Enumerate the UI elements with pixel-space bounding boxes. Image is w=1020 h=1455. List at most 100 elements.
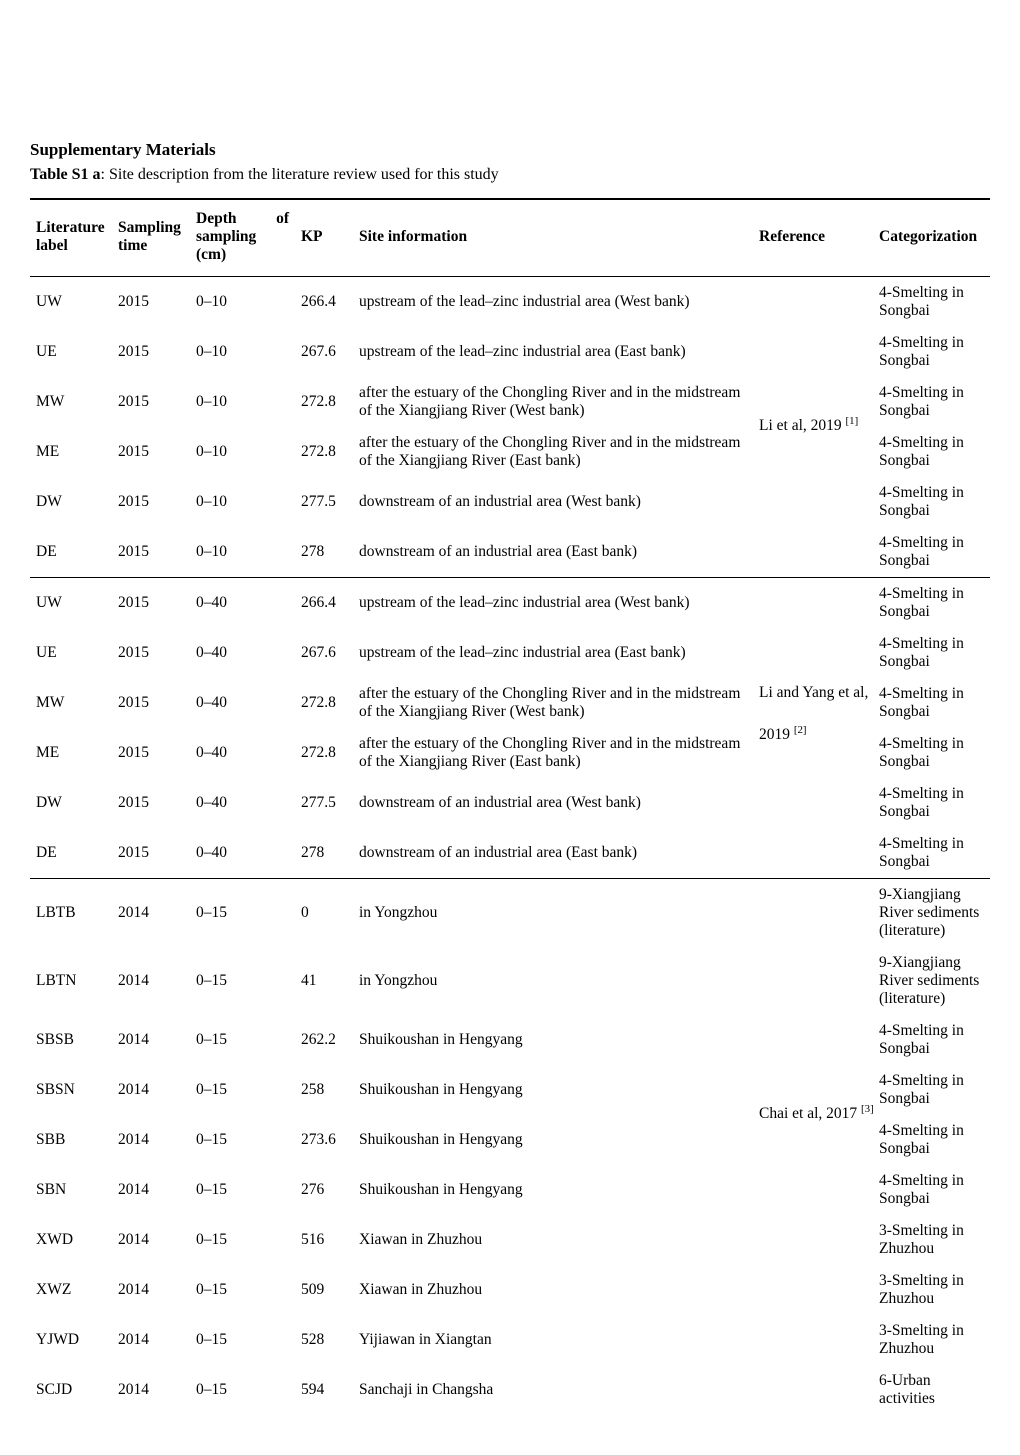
cell-cat: 4-Smelting in Songbai (873, 527, 990, 578)
cell-depth: 0–15 (190, 1365, 295, 1415)
cell-samp: 2015 (112, 377, 190, 427)
cell-ref (753, 578, 873, 629)
cell-kp: 277.5 (295, 477, 353, 527)
cell-cat: 4-Smelting in Songbai (873, 828, 990, 879)
cell-lit: UW (30, 277, 112, 328)
cell-site: after the estuary of the Chongling River… (353, 728, 753, 778)
table-row: XWZ 2014 0–15 509 Xiawan in Zhuzhou 3-Sm… (30, 1265, 990, 1315)
cell-samp: 2014 (112, 879, 190, 948)
cell-cat: 4-Smelting in Songbai (873, 1165, 990, 1215)
cell-depth: 0–15 (190, 947, 295, 1015)
cell-depth: 0–10 (190, 527, 295, 578)
cell-lit: XWZ (30, 1265, 112, 1315)
cell-ref: Li et al, 2019 [1] (753, 427, 873, 477)
table-row: ME 2015 0–40 272.8 after the estuary of … (30, 728, 990, 778)
table-row: XWD 2014 0–15 516 Xiawan in Zhuzhou 3-Sm… (30, 1215, 990, 1265)
cell-kp: 277.5 (295, 778, 353, 828)
cell-kp: 267.6 (295, 327, 353, 377)
cell-kp: 272.8 (295, 427, 353, 477)
cell-lit: DW (30, 477, 112, 527)
cell-cat: 9-Xiangjiang River sediments (literature… (873, 947, 990, 1015)
cell-depth: 0–15 (190, 1065, 295, 1115)
cell-site: Shuikoushan in Hengyang (353, 1015, 753, 1065)
col-depth-word3: sampling (cm) (196, 228, 289, 264)
cell-depth: 0–15 (190, 879, 295, 948)
cell-lit: YJWD (30, 1315, 112, 1365)
cell-depth: 0–10 (190, 377, 295, 427)
cell-samp: 2015 (112, 527, 190, 578)
cell-ref (753, 628, 873, 678)
cell-depth: 0–15 (190, 1015, 295, 1065)
cell-depth: 0–10 (190, 277, 295, 328)
cell-site: Shuikoushan in Hengyang (353, 1115, 753, 1165)
ref3-sup: [3] (861, 1103, 874, 1115)
cell-depth: 0–40 (190, 778, 295, 828)
cell-kp: 509 (295, 1265, 353, 1315)
cell-samp: 2015 (112, 578, 190, 629)
cell-site: upstream of the lead–zinc industrial are… (353, 327, 753, 377)
cell-lit: ME (30, 427, 112, 477)
cell-kp: 516 (295, 1215, 353, 1265)
table-caption-label: Table S1 a (30, 166, 101, 183)
cell-site: after the estuary of the Chongling River… (353, 377, 753, 427)
cell-site: upstream of the lead–zinc industrial are… (353, 277, 753, 328)
cell-ref (753, 1015, 873, 1065)
site-description-table: Literature label Sampling time Depth of … (30, 198, 990, 1415)
cell-depth: 0–10 (190, 477, 295, 527)
cell-depth: 0–40 (190, 828, 295, 879)
cell-site: after the estuary of the Chongling River… (353, 427, 753, 477)
col-sampling: Sampling time (112, 199, 190, 277)
cell-depth: 0–10 (190, 427, 295, 477)
cell-ref (753, 1315, 873, 1365)
cell-site: after the estuary of the Chongling River… (353, 678, 753, 728)
cell-lit: UE (30, 628, 112, 678)
cell-kp: 258 (295, 1065, 353, 1115)
cell-ref (753, 527, 873, 578)
table-caption-rest: : Site description from the literature r… (101, 166, 499, 183)
cell-samp: 2015 (112, 628, 190, 678)
cell-cat: 4-Smelting in Songbai (873, 1065, 990, 1115)
cell-site: downstream of an industrial area (West b… (353, 778, 753, 828)
cell-site: Xiawan in Zhuzhou (353, 1265, 753, 1315)
cell-ref: Li and Yang et al, (753, 678, 873, 728)
ref3-text: Chai et al, 2017 (759, 1105, 861, 1122)
cell-ref: Chai et al, 2017 [3] (753, 1115, 873, 1165)
cell-kp: 266.4 (295, 277, 353, 328)
cell-samp: 2014 (112, 1315, 190, 1365)
cell-site: in Yongzhou (353, 879, 753, 948)
col-literature: Literature label (30, 199, 112, 277)
cell-kp: 594 (295, 1365, 353, 1415)
cell-depth: 0–10 (190, 327, 295, 377)
cell-kp: 272.8 (295, 728, 353, 778)
cell-samp: 2014 (112, 1215, 190, 1265)
cell-samp: 2014 (112, 1365, 190, 1415)
cell-site: upstream of the lead–zinc industrial are… (353, 578, 753, 629)
cell-cat: 4-Smelting in Songbai (873, 578, 990, 629)
cell-kp: 278 (295, 828, 353, 879)
cell-ref: 2019 [2] (753, 728, 873, 778)
cell-cat: 4-Smelting in Songbai (873, 327, 990, 377)
table-row: LBTB 2014 0–15 0 in Yongzhou 9-Xiangjian… (30, 879, 990, 948)
cell-kp: 273.6 (295, 1115, 353, 1165)
cell-ref (753, 327, 873, 377)
cell-cat: 6-Urban activities (873, 1365, 990, 1415)
table-row: DE 2015 0–10 278 downstream of an indust… (30, 527, 990, 578)
cell-site: Yijiawan in Xiangtan (353, 1315, 753, 1365)
cell-cat: 9-Xiangjiang River sediments (literature… (873, 879, 990, 948)
cell-depth: 0–15 (190, 1265, 295, 1315)
cell-samp: 2014 (112, 1015, 190, 1065)
cell-lit: MW (30, 678, 112, 728)
col-depth-word1: Depth (196, 210, 236, 228)
cell-lit: LBTN (30, 947, 112, 1015)
ref2-line1: Li and Yang et al, (759, 684, 868, 702)
cell-lit: MW (30, 377, 112, 427)
cell-cat: 4-Smelting in Songbai (873, 778, 990, 828)
supplementary-heading: Supplementary Materials (30, 140, 990, 160)
cell-site: downstream of an industrial area (East b… (353, 527, 753, 578)
cell-kp: 272.8 (295, 678, 353, 728)
cell-site: Shuikoushan in Hengyang (353, 1065, 753, 1115)
cell-depth: 0–15 (190, 1165, 295, 1215)
table-row: UW 2015 0–10 266.4 upstream of the lead–… (30, 277, 990, 328)
table-row: MW 2015 0–40 272.8 after the estuary of … (30, 678, 990, 728)
cell-site: Sanchaji in Changsha (353, 1365, 753, 1415)
